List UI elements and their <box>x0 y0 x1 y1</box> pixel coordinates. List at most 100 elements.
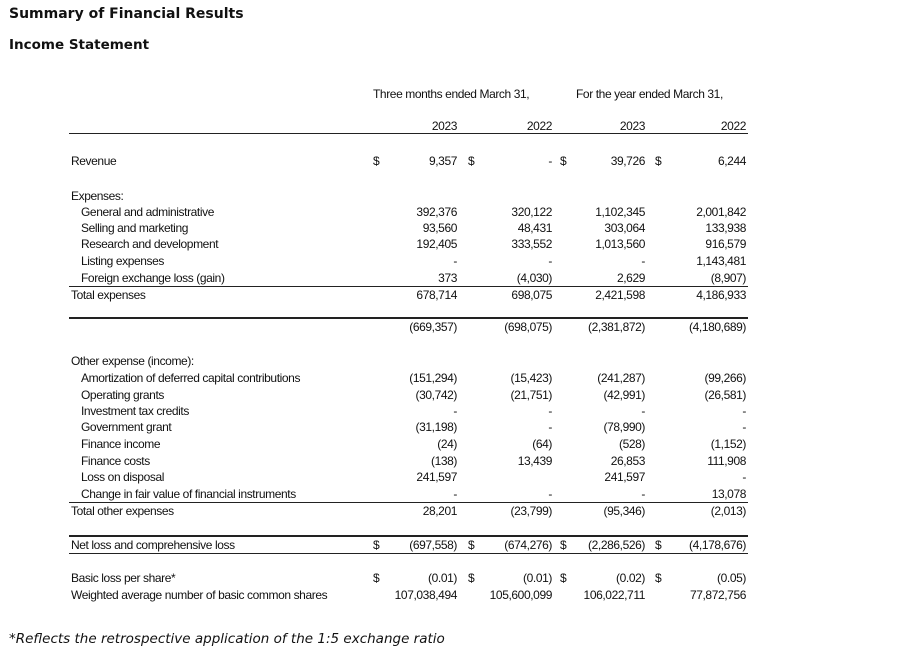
cell-value: 107,038,494 <box>394 588 458 602</box>
cell-value: - <box>742 470 746 484</box>
cell-value: (151,294) <box>409 371 457 385</box>
cell-value: (2,381,872) <box>588 320 645 334</box>
cell-value: 1,102,345 <box>595 205 645 219</box>
cell-value: 4,186,933 <box>696 288 746 302</box>
cell-value: (99,266) <box>704 371 747 385</box>
header-three-months: Three months ended March 31, <box>373 87 530 101</box>
currency-symbol: $ <box>560 571 567 585</box>
cell-value: - <box>742 420 746 434</box>
row-label: Other expense (income): <box>71 354 194 368</box>
cell-value: (0.01) <box>523 571 552 585</box>
row-label: Weighted average number of basic common … <box>71 588 328 602</box>
cell-value: 1,143,481 <box>696 254 746 268</box>
row-label: Expenses: <box>71 189 124 203</box>
currency-symbol: $ <box>373 154 380 168</box>
cell-value: (64) <box>532 437 552 451</box>
cell-value: - <box>453 404 457 418</box>
cell-value: (138) <box>430 454 457 468</box>
row-label: Operating grants <box>81 388 164 402</box>
cell-value: 2,629 <box>616 271 645 285</box>
cell-value: 241,597 <box>416 470 457 484</box>
cell-value: 698,075 <box>511 288 552 302</box>
cell-value: - <box>641 254 645 268</box>
cell-value: 106,022,711 <box>583 588 646 602</box>
cell-value: (4,030) <box>516 271 553 285</box>
divider <box>69 535 748 537</box>
currency-symbol: $ <box>373 538 380 552</box>
cell-value: - <box>548 154 552 168</box>
currency-symbol: $ <box>468 154 475 168</box>
cell-value: 1,013,560 <box>595 237 645 251</box>
row-label: Change in fair value of financial instru… <box>81 487 296 501</box>
currency-symbol: $ <box>468 571 475 585</box>
footnote: *Reflects the retrospective application … <box>9 631 445 647</box>
divider <box>69 317 748 319</box>
row-label: Basic loss per share* <box>71 571 176 585</box>
cell-value: (23,799) <box>510 504 553 518</box>
cell-value: 93,560 <box>422 221 458 235</box>
cell-value: - <box>548 254 552 268</box>
cell-value: (528) <box>618 437 645 451</box>
cell-value: (241,287) <box>597 371 645 385</box>
divider <box>69 502 748 503</box>
row-label: Total other expenses <box>71 504 174 518</box>
cell-value: 392,376 <box>416 205 457 219</box>
row-label: Research and development <box>81 237 219 251</box>
row-label: Revenue <box>71 154 117 168</box>
cell-value: 241,597 <box>604 470 645 484</box>
cell-value: (697,558) <box>409 538 457 552</box>
cell-value: 2,421,598 <box>595 288 645 302</box>
currency-symbol: $ <box>655 571 662 585</box>
cell-value: 6,244 <box>717 154 746 168</box>
cell-value: - <box>548 420 552 434</box>
cell-value: 678,714 <box>416 288 457 302</box>
cell-value: - <box>742 404 746 418</box>
cell-value: (2,286,526) <box>588 538 645 552</box>
cell-value: (26,581) <box>704 388 747 402</box>
cell-value: - <box>453 487 457 501</box>
currency-symbol: $ <box>373 571 380 585</box>
cell-value: (0.05) <box>717 571 746 585</box>
cell-value: 133,938 <box>705 221 746 235</box>
cell-value: (30,742) <box>415 388 458 402</box>
cell-value: (78,990) <box>603 420 646 434</box>
row-label: Net loss and comprehensive loss <box>71 538 235 552</box>
row-label: Selling and marketing <box>81 221 189 235</box>
row-label: General and administrative <box>81 205 215 219</box>
cell-value: 26,853 <box>610 454 646 468</box>
cell-value: - <box>548 487 552 501</box>
section-title: Income Statement <box>9 37 150 53</box>
currency-symbol: $ <box>655 154 662 168</box>
cell-value: 28,201 <box>422 504 458 518</box>
cell-value: (1,152) <box>710 437 747 451</box>
cell-value: - <box>548 404 552 418</box>
cell-value: (0.02) <box>616 571 645 585</box>
row-label: Foreign exchange loss (gain) <box>81 271 225 285</box>
cell-value: - <box>641 404 645 418</box>
cell-value: 111,908 <box>707 454 746 468</box>
year-header: 2022 <box>526 119 553 133</box>
cell-value: (95,346) <box>603 504 646 518</box>
row-label: Finance costs <box>81 454 150 468</box>
page-title: Summary of Financial Results <box>9 6 244 22</box>
cell-value: 39,726 <box>610 154 646 168</box>
divider <box>69 286 748 287</box>
cell-value: (698,075) <box>504 320 552 334</box>
cell-value: (4,178,676) <box>689 538 746 552</box>
row-label: Finance income <box>81 437 161 451</box>
cell-value: (2,013) <box>710 504 747 518</box>
year-header: 2022 <box>720 119 747 133</box>
cell-value: 13,439 <box>517 454 553 468</box>
cell-value: 333,552 <box>511 237 552 251</box>
cell-value: 9,357 <box>428 154 457 168</box>
cell-value: (21,751) <box>510 388 553 402</box>
row-label: Total expenses <box>71 288 146 302</box>
cell-value: (0.01) <box>428 571 457 585</box>
cell-value: 77,872,756 <box>689 588 746 602</box>
row-label: Listing expenses <box>81 254 164 268</box>
cell-value: (4,180,689) <box>689 320 746 334</box>
cell-value: 916,579 <box>705 237 746 251</box>
cell-value: (674,276) <box>504 538 552 552</box>
row-label: Amortization of deferred capital contrib… <box>81 371 301 385</box>
row-label: Loss on disposal <box>81 470 164 484</box>
